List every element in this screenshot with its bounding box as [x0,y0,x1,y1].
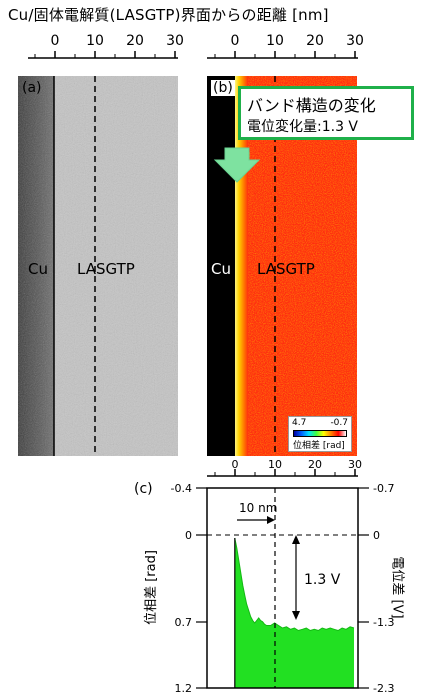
tick-label: 30 [346,33,364,49]
arrow-up-icon [292,535,300,544]
panel-b-cu-label: Cu [211,260,231,278]
x-tick-label: 20 [308,458,322,471]
callout-title: バンド構造の変化 [247,96,376,115]
panel-c-x-tick-labels: 0 10 20 30 [232,458,363,471]
panel-a-cu-label: Cu [28,260,48,278]
panel-c-label: (c) [134,481,153,497]
right-y-tick-labels: -0.7 0 -1.3 -2.3 [373,482,394,695]
colorbar-gradient [293,430,347,437]
y2-tick-label: -0.7 [373,482,394,495]
tick-label: 10 [266,33,284,49]
colorbar: 4.7 -0.7 位相差 [rad] [288,416,352,452]
profile-area [234,538,354,688]
panel-a-image [18,76,178,456]
tick-label: 30 [166,33,184,49]
x-tick-label: 10 [268,458,282,471]
width-annotation: 10 nm [237,501,277,524]
tick-label: 0 [51,33,60,49]
tick-label: 20 [126,33,144,49]
panel-a-lasgtp-label: LASGTP [77,260,135,278]
tick-label: 20 [306,33,324,49]
top-axis-b-tick-labels: 0 10 20 30 [231,33,364,49]
panel-b-label: (b) [211,80,235,96]
x-tick-label: 30 [348,458,362,471]
profile-plot [234,537,355,688]
colorbar-min-label: 4.7 [292,418,307,428]
arrow-down-icon [292,611,300,620]
page-title: Cu/固体電解質(LASGTP)界面からの距離 [nm] [8,6,329,24]
cu-region-b [207,76,235,456]
top-axis-a-tick-labels: 0 10 20 30 [51,33,184,49]
y2-tick-label: -1.3 [373,616,394,629]
x-tick-label: 0 [232,458,239,471]
y2-tick-label: 0 [373,529,380,542]
right-y-axis-label: 電位差 [V] [389,556,405,619]
panel-c-top-axis [207,469,358,477]
y2-tick-label: -2.3 [373,682,394,695]
step-annotation: 1.3 V [292,535,341,620]
y-tick-label: 0.7 [175,616,193,629]
callout-subtitle: 電位変化量:1.3 V [247,119,359,135]
left-y-tick-labels: -0.4 0 0.7 1.2 [171,482,192,695]
top-axis-a [28,51,178,59]
colorbar-label: 位相差 [rad] [293,441,345,451]
panel-a-label: (a) [22,80,42,96]
y-tick-label: -0.4 [171,482,192,495]
band-structure-callout: バンド構造の変化 電位変化量:1.3 V [238,86,414,140]
step-label: 1.3 V [304,572,341,588]
down-arrow-icon [213,147,261,183]
tick-label: 0 [231,33,240,49]
width-label: 10 nm [239,501,277,515]
colorbar-max-label: -0.7 [330,418,348,428]
left-y-axis-label: 位相差 [rad] [143,550,159,625]
profile-line [234,537,355,632]
y-tick-label: 0 [185,529,192,542]
panel-b-lasgtp-label: LASGTP [257,260,315,278]
tick-label: 10 [86,33,104,49]
arrow-right-icon [267,516,275,524]
top-axis-b [207,51,358,59]
panel-c-frame [196,487,369,689]
y-tick-label: 1.2 [175,682,193,695]
